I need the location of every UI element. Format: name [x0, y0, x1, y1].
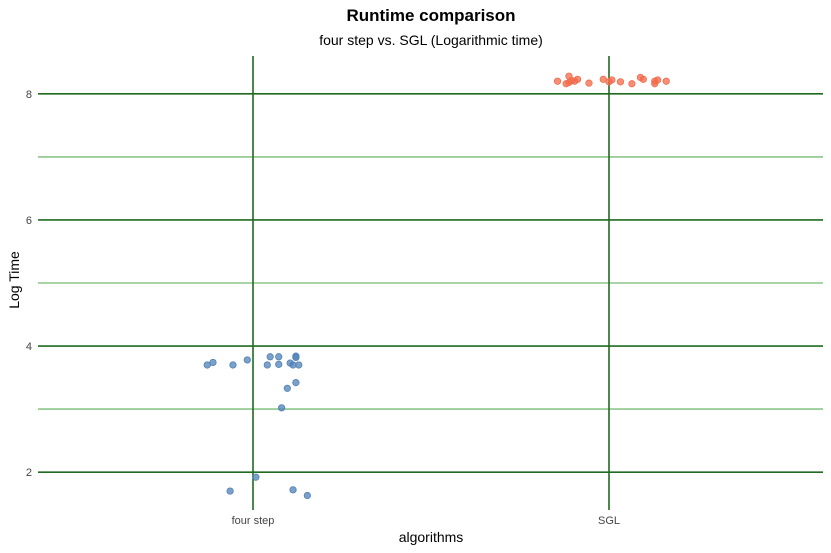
grid-lines [38, 56, 823, 510]
data-point [553, 77, 562, 85]
data-point [573, 75, 582, 83]
data-point [252, 473, 260, 481]
data-point [654, 76, 662, 84]
data-points [203, 72, 670, 500]
tick-labels: 2 4 6 8 four step SGL [26, 89, 620, 527]
y-tick-label: 2 [26, 467, 32, 479]
y-axis-title: Log Time [6, 251, 22, 309]
data-point [616, 78, 625, 86]
data-point [275, 360, 283, 368]
chart-title: Runtime comparison [346, 6, 515, 25]
data-point [295, 361, 303, 369]
data-point [585, 79, 593, 87]
data-point [292, 353, 300, 362]
data-point [263, 361, 271, 369]
data-point [226, 487, 234, 495]
data-point [277, 404, 286, 412]
data-point [628, 80, 636, 88]
data-point [229, 361, 237, 369]
y-tick-label: 8 [26, 89, 32, 101]
data-point [639, 75, 647, 83]
data-point [292, 379, 300, 387]
data-point [243, 356, 251, 364]
data-point [283, 384, 291, 392]
x-tick-label: SGL [598, 515, 620, 527]
chart-subtitle: four step vs. SGL (Logarithmic time) [319, 32, 543, 48]
data-point [209, 358, 217, 367]
x-axis-title: algorithms [399, 529, 464, 545]
y-tick-label: 6 [26, 215, 32, 227]
data-point [275, 353, 283, 361]
y-tick-label: 4 [26, 341, 32, 353]
data-point [266, 353, 274, 361]
data-point [662, 77, 670, 85]
data-point [608, 76, 616, 84]
data-point [303, 491, 311, 500]
x-tick-label: four step [232, 515, 275, 527]
data-point [289, 486, 297, 494]
